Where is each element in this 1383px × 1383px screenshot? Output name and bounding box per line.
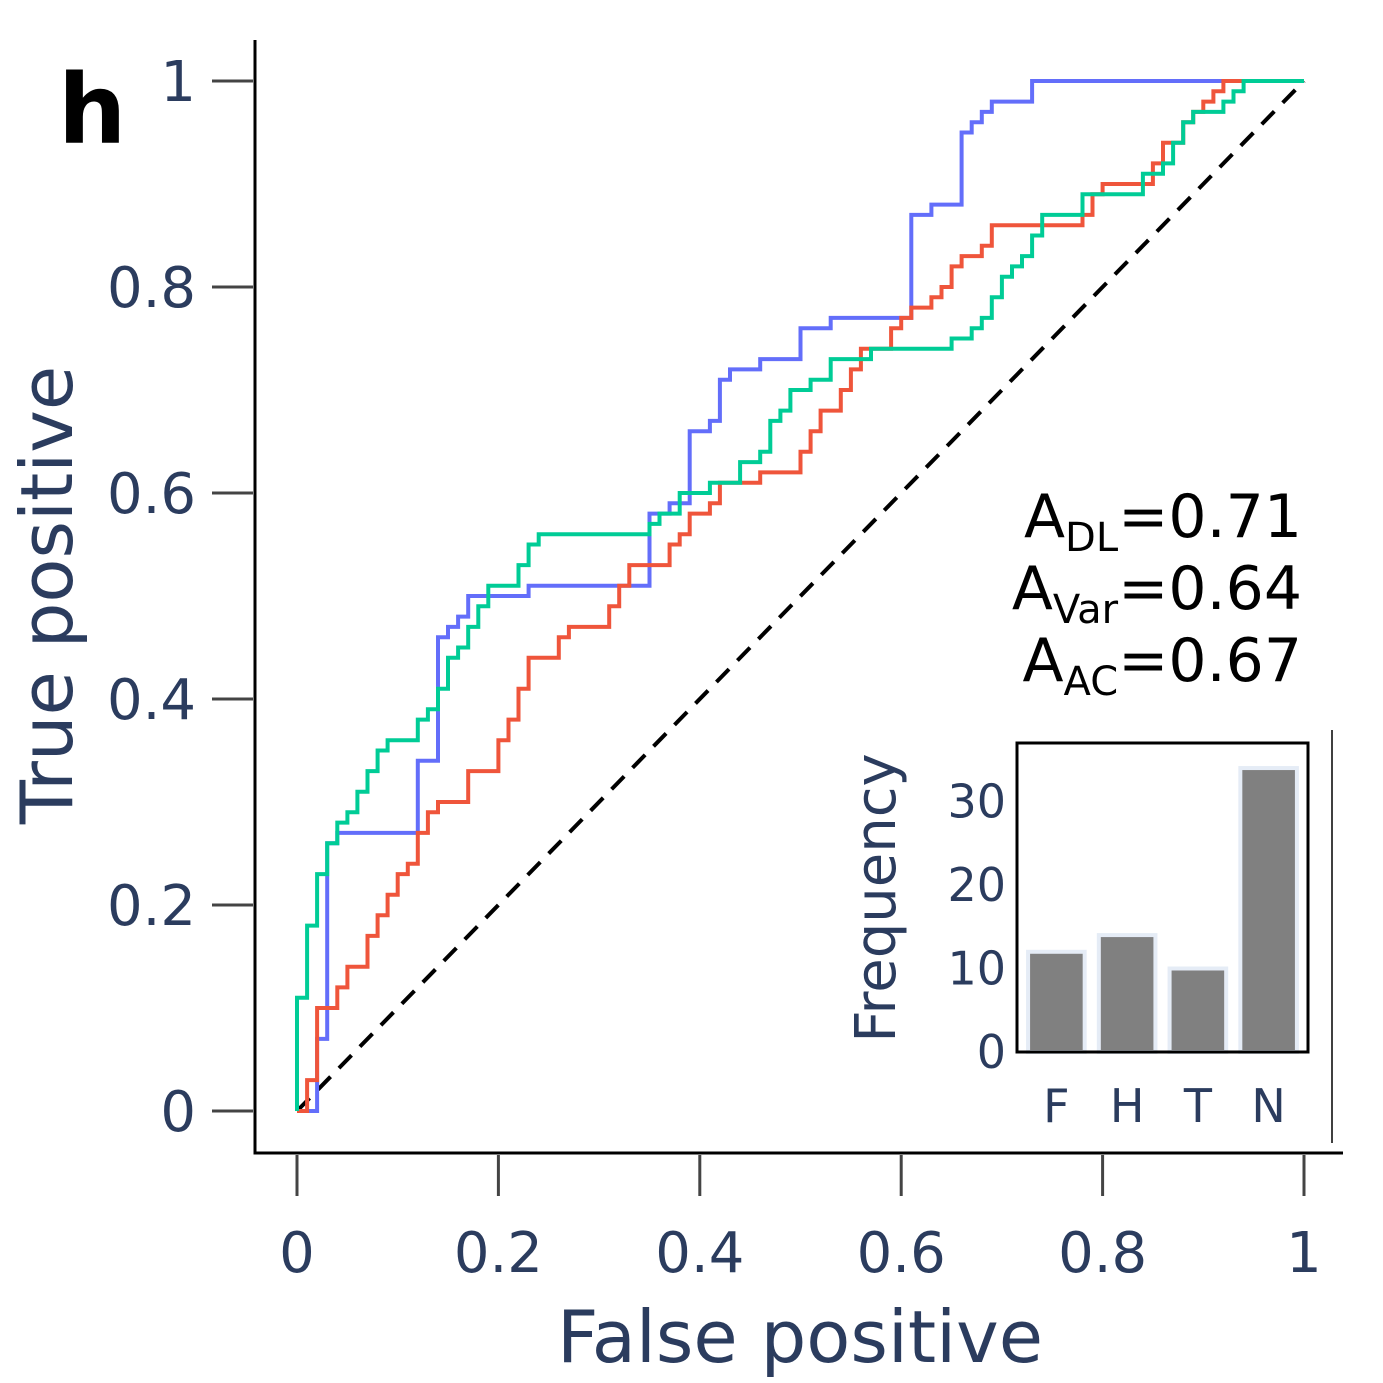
y-tick-label: 0 [160, 1080, 196, 1145]
auc-ac-main: A [1022, 626, 1063, 696]
x-tick-label: 0.4 [655, 1221, 744, 1286]
y-tick-label: 1 [160, 50, 196, 115]
x-axis-title: False positive [557, 1295, 1043, 1379]
auc-ac-sub: AC [1064, 659, 1119, 705]
inset-y-axis-title: Frequency [844, 753, 909, 1042]
panel-label: h [58, 54, 126, 166]
auc-dl-sub: DL [1065, 515, 1119, 561]
inset-y-tick-label: 10 [947, 941, 1006, 995]
auc-annotations: ADL=0.71 AVar=0.64 AAC=0.67 [1012, 482, 1302, 705]
roc-lines [295, 79, 1306, 1113]
x-ticks: 0 0.2 0.4 0.6 0.8 1 [279, 1155, 1322, 1286]
auc-ac-label: AAC=0.67 [1022, 626, 1302, 705]
inset-x-tick-label: F [1043, 1079, 1069, 1133]
inset-y-tick-label: 0 [977, 1025, 1006, 1079]
auc-var-main: A [1012, 554, 1053, 624]
auc-dl-label: ADL=0.71 [1024, 482, 1302, 561]
auc-var-sub: Var [1053, 587, 1119, 633]
inset-x-tick-label: H [1110, 1079, 1145, 1133]
y-axis-title: True positive [5, 366, 89, 825]
x-tick-label: 0.6 [857, 1221, 946, 1286]
auc-dl-value: =0.71 [1118, 482, 1302, 552]
y-tick-label: 0.2 [107, 874, 196, 939]
bar-h [1096, 933, 1158, 1054]
roc-line-chance [295, 79, 1306, 1113]
roc-line-dl [297, 79, 1304, 1113]
x-tick-label: 1 [1286, 1221, 1322, 1286]
inset-x-tick-label: T [1183, 1079, 1213, 1133]
x-tick-label: 0.2 [454, 1221, 543, 1286]
auc-dl-main: A [1024, 482, 1065, 552]
y-tick-label: 0.4 [107, 668, 196, 733]
y-ticks: 0 0.2 0.4 0.6 0.8 1 [107, 50, 253, 1145]
inset-frame [1015, 741, 1310, 1054]
inset-y-tick-label: 20 [947, 858, 1006, 912]
main-axes: 0 0.2 0.4 0.6 0.8 1 0 0.2 0.4 0.6 0.8 1 [107, 40, 1343, 1286]
auc-ac-value: =0.67 [1118, 626, 1302, 696]
y-tick-label: 0.6 [107, 462, 196, 527]
auc-var-label: AVar=0.64 [1012, 554, 1302, 633]
bar-t [1167, 966, 1229, 1055]
inset-y-tick-label: 30 [947, 774, 1006, 828]
x-tick-label: 0.8 [1058, 1221, 1147, 1286]
auc-var-value: =0.64 [1118, 554, 1302, 624]
inset-y-ticks: 0 10 20 30 [947, 774, 1006, 1079]
y-tick-label: 0.8 [107, 256, 196, 321]
inset-bars [1026, 766, 1299, 1055]
bar-f [1026, 949, 1087, 1055]
inset-x-tick-label: N [1251, 1079, 1285, 1133]
roc-line-ac [295, 79, 1304, 1111]
bar-n [1238, 766, 1299, 1055]
roc-line-var [297, 79, 1304, 1113]
x-tick-label: 0 [279, 1221, 315, 1286]
